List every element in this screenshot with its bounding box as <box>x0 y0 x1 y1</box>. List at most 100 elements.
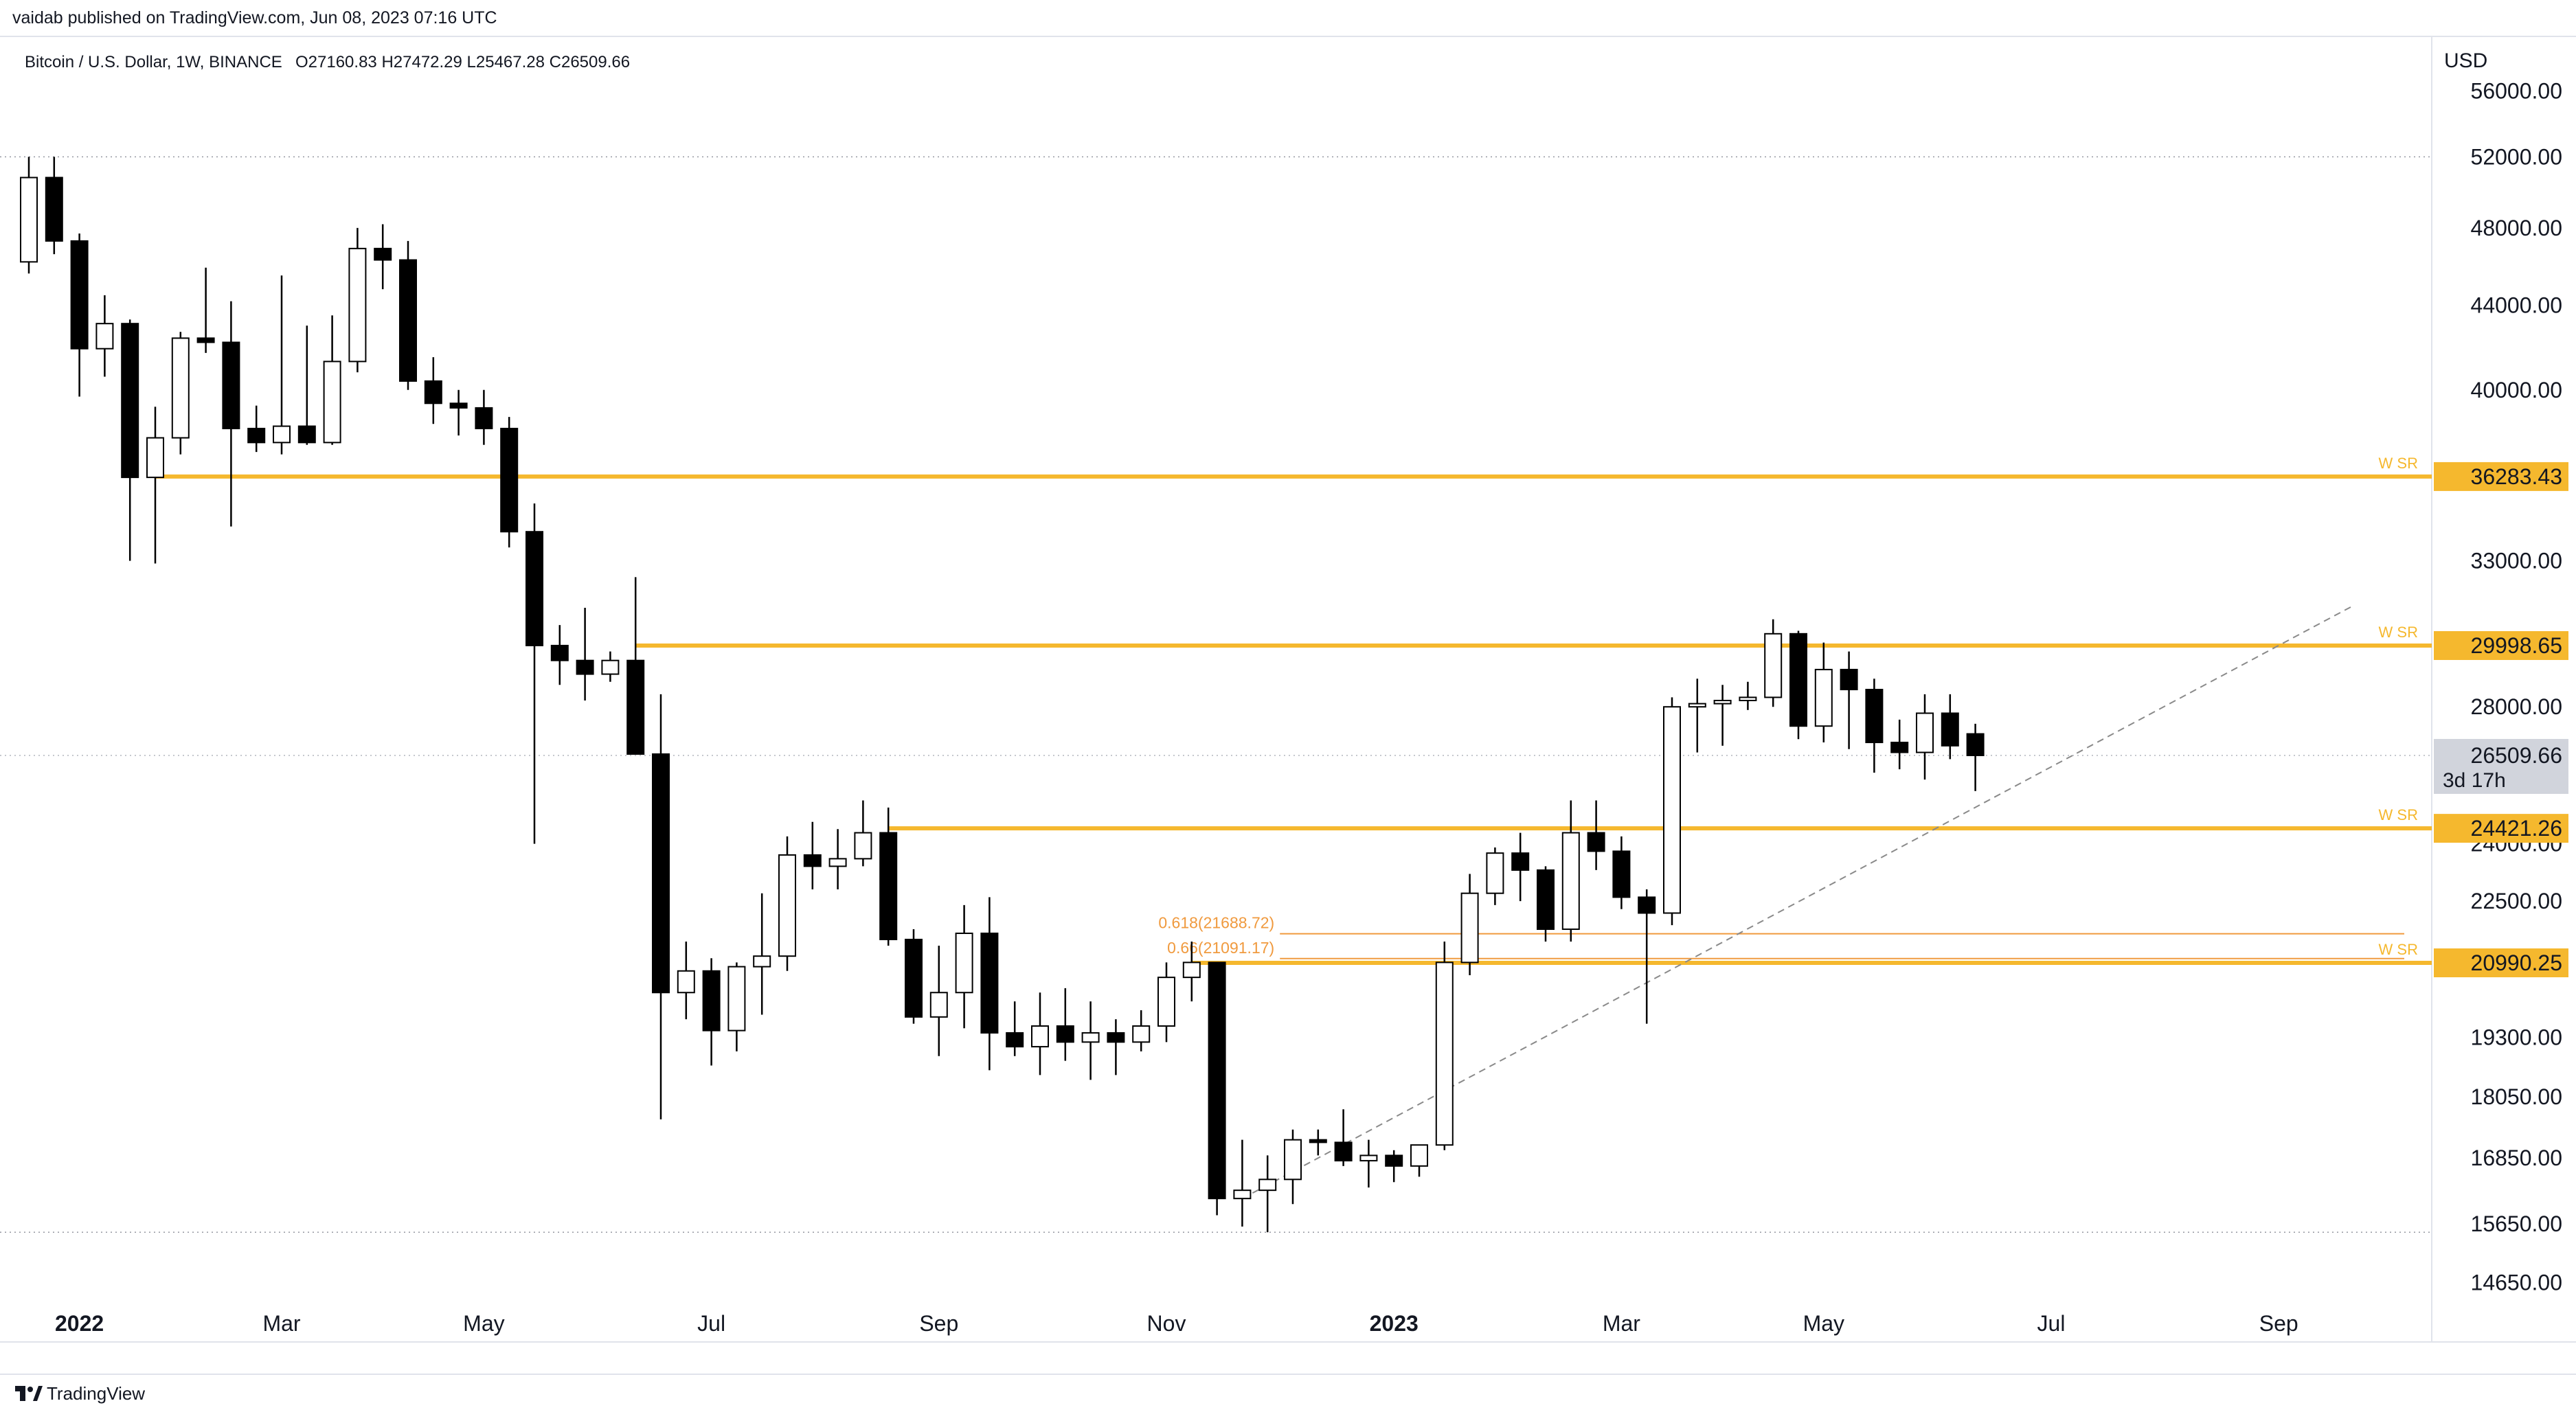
sr-price-label-bg <box>2434 814 2568 843</box>
candle[interactable] <box>1966 723 1985 791</box>
candle[interactable] <box>121 319 139 561</box>
candle[interactable] <box>500 417 519 548</box>
candle[interactable] <box>955 904 973 1029</box>
candle[interactable] <box>1284 1129 1302 1205</box>
candle[interactable] <box>601 651 620 682</box>
candle-body <box>1233 1189 1252 1200</box>
candle[interactable] <box>1941 694 1959 760</box>
candle-body <box>1182 961 1201 979</box>
candle[interactable] <box>424 357 442 424</box>
candle[interactable] <box>1789 630 1807 740</box>
candle-body <box>297 425 316 444</box>
candle[interactable] <box>778 836 796 971</box>
candle[interactable] <box>526 503 543 844</box>
candle[interactable] <box>1132 1010 1151 1051</box>
candle[interactable] <box>1081 1001 1100 1080</box>
candle[interactable] <box>399 240 417 390</box>
candle[interactable] <box>45 157 63 255</box>
candle[interactable] <box>1107 1019 1125 1075</box>
candle[interactable] <box>1006 1001 1024 1056</box>
candle[interactable] <box>1764 619 1783 707</box>
candle[interactable] <box>374 224 392 290</box>
candle[interactable] <box>879 807 898 946</box>
candle[interactable] <box>803 821 822 890</box>
x-tick-label: 2022 <box>55 1311 104 1336</box>
candle[interactable] <box>905 929 923 1024</box>
candle[interactable] <box>1511 832 1530 902</box>
candle[interactable] <box>297 326 316 445</box>
candle[interactable] <box>1031 992 1049 1075</box>
candle[interactable] <box>323 315 341 445</box>
candle[interactable] <box>1385 1150 1403 1183</box>
candle[interactable] <box>146 407 164 564</box>
candle[interactable] <box>1840 651 1858 749</box>
candle[interactable] <box>348 227 367 373</box>
candle[interactable] <box>1561 800 1580 942</box>
candle[interactable] <box>1713 685 1732 746</box>
candle[interactable] <box>626 577 645 755</box>
candle[interactable] <box>1612 836 1631 909</box>
candle[interactable] <box>1688 679 1706 753</box>
candle[interactable] <box>576 608 594 701</box>
last-price-label: 26509.66 <box>2471 743 2562 768</box>
candle[interactable] <box>980 897 999 1071</box>
candle-body <box>1107 1032 1125 1043</box>
price-chart[interactable]: Bitcoin / U.S. Dollar, 1W, BINANCE O2716… <box>0 37 2576 1376</box>
candle[interactable] <box>70 233 89 397</box>
x-tick-label: May <box>1803 1311 1844 1336</box>
candle[interactable] <box>1208 961 1226 1216</box>
candle[interactable] <box>475 389 493 445</box>
candle[interactable] <box>20 157 38 274</box>
candle[interactable] <box>171 332 190 455</box>
candle[interactable] <box>95 295 114 377</box>
candle[interactable] <box>1233 1139 1252 1227</box>
fib-level-label-0: 0.618(21688.72) <box>1158 914 1274 932</box>
candle[interactable] <box>1460 874 1479 976</box>
candle[interactable] <box>1587 800 1605 870</box>
candle[interactable] <box>196 267 215 353</box>
candle-body <box>1208 961 1226 1200</box>
candle[interactable] <box>222 301 240 527</box>
candle-body <box>753 955 771 968</box>
candle[interactable] <box>247 405 266 453</box>
candle[interactable] <box>449 389 468 436</box>
candle[interactable] <box>1157 962 1175 1043</box>
last-price-label-bg <box>2434 738 2568 794</box>
candle[interactable] <box>1739 681 1757 710</box>
candle[interactable] <box>727 962 746 1051</box>
candle[interactable] <box>1056 988 1074 1061</box>
candle[interactable] <box>1435 941 1454 1150</box>
candle-body <box>1359 1154 1378 1162</box>
candle[interactable] <box>273 275 291 455</box>
candle[interactable] <box>1258 1155 1277 1233</box>
candle[interactable] <box>702 958 721 1066</box>
x-tick-label: Jul <box>2037 1311 2066 1336</box>
chart-area[interactable]: Bitcoin / U.S. Dollar, 1W, BINANCE O2716… <box>0 36 2576 1375</box>
candle-body <box>1739 696 1757 701</box>
candle[interactable] <box>1890 719 1909 770</box>
candle[interactable] <box>1916 694 1934 780</box>
y-tick-label: 52000.00 <box>2471 144 2562 169</box>
candle-body <box>550 644 569 661</box>
candle[interactable] <box>677 941 695 1020</box>
candle[interactable] <box>1182 941 1201 1002</box>
candle[interactable] <box>1410 1144 1428 1177</box>
candle[interactable] <box>1537 866 1555 942</box>
candle[interactable] <box>652 694 670 1119</box>
candle[interactable] <box>1486 847 1504 905</box>
sr-level-tag-0: W SR <box>2379 455 2418 472</box>
sr-price-label-bg <box>2434 948 2568 977</box>
candle[interactable] <box>1865 679 1884 773</box>
candle[interactable] <box>1638 889 1656 1024</box>
candle[interactable] <box>854 800 872 867</box>
candle[interactable] <box>1359 1139 1378 1188</box>
sr-price-label-bg <box>2434 462 2568 491</box>
candle[interactable] <box>550 625 569 685</box>
candle[interactable] <box>828 829 847 890</box>
candle[interactable] <box>1309 1129 1327 1156</box>
candle[interactable] <box>753 893 771 1015</box>
candle[interactable] <box>1334 1109 1353 1166</box>
candle[interactable] <box>929 945 948 1056</box>
candle[interactable] <box>1814 642 1833 743</box>
candle[interactable] <box>1663 697 1681 926</box>
